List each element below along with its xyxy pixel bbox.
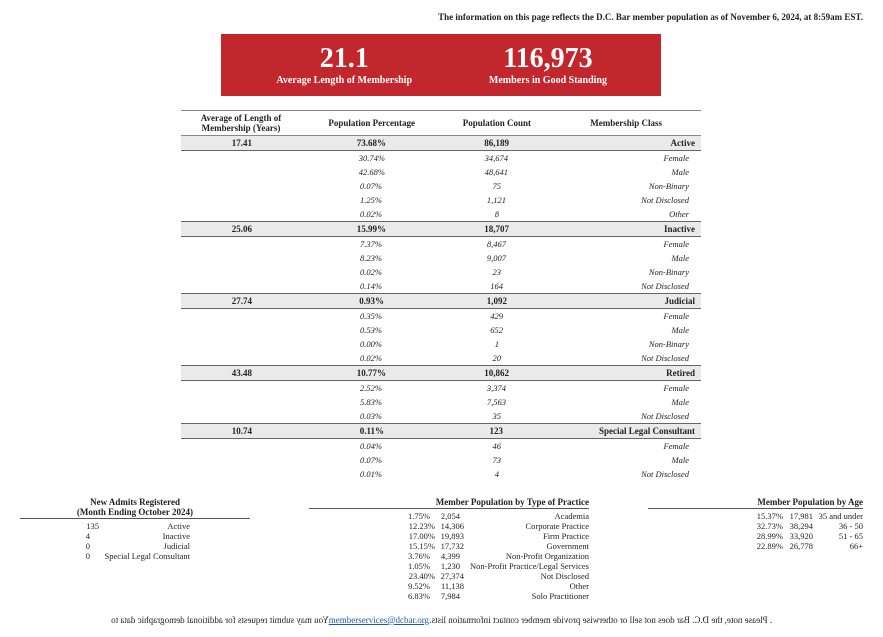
table-header-row: Membership Class Population Count Popula… <box>182 110 702 135</box>
list-item: 66+26,77822.89% <box>751 541 863 551</box>
detail-row: Male9,0078.23% <box>182 251 702 265</box>
hero-avg-value: 21.1 <box>276 44 412 75</box>
detail-row: Non-Binary750.07% <box>182 179 702 193</box>
bottom-row: Member Population by Age 35 and under17,… <box>20 497 863 601</box>
detail-row: Male48,64142.68% <box>182 165 702 179</box>
hero-avg: 21.1 Average Length of Membership <box>276 44 412 86</box>
membership-table: Membership Class Population Count Popula… <box>182 110 702 481</box>
hero-banner: 116,973 Members in Good Standing 21.1 Av… <box>222 34 662 96</box>
detail-row: Other80.02% <box>182 207 702 222</box>
list-item: Special Legal Consultant0 <box>80 551 190 561</box>
detail-row: Not Disclosed350.03% <box>182 409 702 424</box>
detail-row: Female8,4677.37% <box>182 236 702 251</box>
list-item: 36 - 5038,29432.73% <box>751 521 863 531</box>
timestamp-note: The information on this page reflects th… <box>20 12 863 22</box>
list-item: Not Disclosed27,37423.40% <box>402 571 589 581</box>
list-item: Active135 <box>80 521 190 531</box>
list-item: Non-Profit Organization4,3993.76% <box>402 551 589 561</box>
footer-note: You may submit requests for additional d… <box>20 615 863 625</box>
practice-block: Member Population by Type of Practice Ac… <box>309 497 589 601</box>
section-row: Judicial1,0920.93%27.74 <box>182 293 702 308</box>
section-row: Special Legal Consultant1230.11%10.74 <box>182 423 702 438</box>
detail-row: Not Disclosed40.01% <box>182 467 702 481</box>
contact-link[interactable]: memberservices@dcbar.org <box>329 615 429 625</box>
detail-row: Not Disclosed200.02% <box>182 351 702 366</box>
list-item: Government17,73215.15% <box>402 541 589 551</box>
section-row: Inactive18,70715.99%25.06 <box>182 221 702 236</box>
age-block: Member Population by Age 35 and under17,… <box>648 497 863 601</box>
hero-avg-label: Average Length of Membership <box>276 75 412 86</box>
detail-row: Non-Binary230.02% <box>182 265 702 279</box>
detail-row: Male7,5635.83% <box>182 395 702 409</box>
detail-row: Female34,67430.74% <box>182 150 702 165</box>
list-item: Corporate Practice14,30612.23% <box>402 521 589 531</box>
detail-row: Female460.04% <box>182 438 702 453</box>
list-item: Inactive4 <box>80 531 190 541</box>
detail-row: Female3,3742.52% <box>182 380 702 395</box>
list-item: 51 - 6533,92028.99% <box>751 531 863 541</box>
list-item: Academia2,0541.75% <box>402 511 589 521</box>
list-item: Judicial0 <box>80 541 190 551</box>
hero-members-label: Members in Good Standing <box>489 75 607 86</box>
list-item: 35 and under17,98115.37% <box>751 511 863 521</box>
detail-row: Non-Binary10.00% <box>182 337 702 351</box>
hero-members-value: 116,973 <box>489 44 607 75</box>
list-item: Firm Practice19,89317.00% <box>402 531 589 541</box>
list-item: Other11,1389.52% <box>402 581 589 591</box>
detail-row: Not Disclosed1640.14% <box>182 279 702 294</box>
section-row: Active86,18973.68%17.41 <box>182 135 702 150</box>
detail-row: Male730.07% <box>182 453 702 467</box>
detail-row: Female4290.35% <box>182 308 702 323</box>
hero-members: 116,973 Members in Good Standing <box>489 44 607 86</box>
section-row: Retired10,86210.77%43.48 <box>182 365 702 380</box>
detail-row: Not Disclosed1,1211.25% <box>182 193 702 207</box>
list-item: Non-Profit Practice/Legal Services1,2301… <box>402 561 589 571</box>
detail-row: Male6520.53% <box>182 323 702 337</box>
admits-block: New Admits Registered(Month Ending Octob… <box>20 497 250 601</box>
list-item: Solo Practitioner7,9846.83% <box>402 591 589 601</box>
